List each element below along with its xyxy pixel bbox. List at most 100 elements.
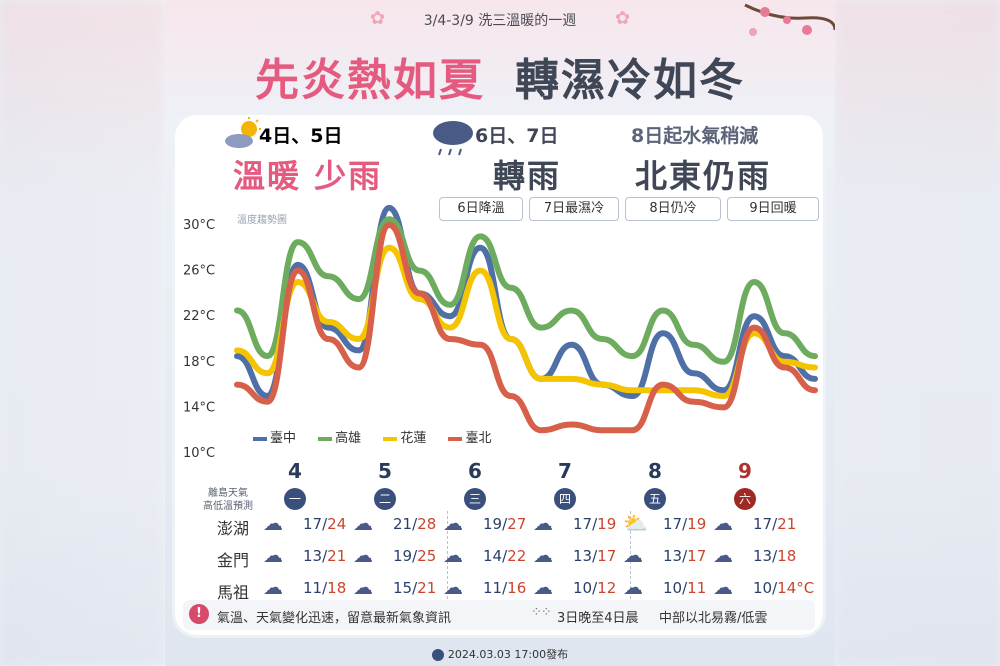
tag-2: 7日最濕冷 <box>529 197 619 221</box>
y-tick-label: 30°C <box>183 218 215 233</box>
temp-high: 21 <box>777 515 797 533</box>
day-number: 8 <box>648 459 662 483</box>
section-summary-3: 北東仍雨 <box>635 157 772 195</box>
temp-high: 17 <box>597 547 617 565</box>
warning-bar: ! 氣溫、天氣變化迅速，留意最新氣象資訊 ⁘⁘ 3日晚至4日晨 中部以北易霧/低… <box>183 600 815 630</box>
temp-low: 10 <box>573 579 593 597</box>
section-summary-2: 轉雨 <box>493 157 562 195</box>
temp-range: 15/21 <box>393 579 436 597</box>
temp-separator: / <box>412 547 418 565</box>
island-forecast-label: 離島天氣 高低溫預測 <box>203 487 253 513</box>
y-tick-label: 22°C <box>183 309 215 324</box>
cloud-icon: ☁ <box>443 575 463 599</box>
tag-3: 8日仍冷 <box>625 197 721 221</box>
headline: 先炎熱如夏 轉濕冷如冬 <box>165 44 835 108</box>
y-tick-label: 14°C <box>183 400 215 415</box>
subtitle: 3/4-3/9 洗三溫暖的一週 <box>423 13 577 29</box>
temp-low: 19 <box>393 547 413 565</box>
temp-separator: / <box>502 547 508 565</box>
cloud-icon: ☁ <box>533 511 553 535</box>
day-number: 5 <box>378 459 392 483</box>
temp-range: 17/24 <box>303 515 346 533</box>
temp-separator: / <box>322 547 328 565</box>
temp-low: 17 <box>303 515 323 533</box>
series-line-臺北 <box>234 221 818 434</box>
legend-item: 花蓮 <box>383 431 426 446</box>
cloud-icon: ☁ <box>713 575 733 599</box>
tag-4: 9日回暖 <box>727 197 819 221</box>
chart-legend: 臺中 高雄 花蓮 臺北 <box>253 427 509 446</box>
temp-range: 14/22 <box>483 547 526 565</box>
island-name: 馬祖 <box>217 583 250 602</box>
cloud-icon: ☁ <box>533 575 553 599</box>
fog-note: 中部以北易霧/低雲 <box>659 611 768 626</box>
temp-separator: / <box>772 547 778 565</box>
weekday-badge: 二 <box>374 488 396 510</box>
weekday-badge: 一 <box>284 488 306 510</box>
temp-separator: / <box>322 579 328 597</box>
temp-range: 13/21 <box>303 547 346 565</box>
island-label-line: 高低溫預測 <box>203 501 253 512</box>
temp-high: 27 <box>507 515 527 533</box>
day-number: 4 <box>288 459 302 483</box>
temp-low: 11 <box>483 579 503 597</box>
cloud-icon: ☁ <box>353 543 373 567</box>
cloud-icon: ☁ <box>443 511 463 535</box>
temp-low: 10 <box>663 579 683 597</box>
legend-label: 臺中 <box>270 431 297 446</box>
sun-cloud-icon: ⛅ <box>623 511 648 535</box>
day-number: 6 <box>468 459 482 483</box>
temp-separator: / <box>592 515 598 533</box>
cloud-icon: ☁ <box>263 575 283 599</box>
temp-separator: / <box>682 579 688 597</box>
temp-high: 14°C <box>777 579 815 597</box>
cloud-icon: ☁ <box>713 511 733 535</box>
cwa-logo-icon <box>431 649 444 661</box>
temp-range: 17/19 <box>663 515 706 533</box>
cloud-icon: ☁ <box>623 575 643 599</box>
temp-high: 16 <box>507 579 527 597</box>
cloud-icon: ☁ <box>533 543 553 567</box>
fog-time: 3日晚至4日晨 <box>557 611 639 626</box>
cloud-icon: ☁ <box>713 543 733 567</box>
legend-item: 臺中 <box>253 431 296 446</box>
temp-separator: / <box>502 515 508 533</box>
trend-label: 溫度趨勢圖 <box>237 215 287 226</box>
divider <box>447 511 448 599</box>
y-tick-label: 26°C <box>183 264 215 279</box>
temp-high: 19 <box>687 515 707 533</box>
temp-high: 18 <box>327 579 347 597</box>
temp-high: 24 <box>327 515 347 533</box>
temp-separator: / <box>682 515 688 533</box>
temp-range: 13/17 <box>663 547 706 565</box>
temp-range: 11/16 <box>483 579 526 597</box>
cloud-icon: ☁ <box>353 575 373 599</box>
temp-high: 22 <box>507 547 527 565</box>
blurred-right-edge <box>835 0 1000 666</box>
temperature-chart: 30°C 26°C 22°C 18°C 14°C 10°C <box>183 205 818 461</box>
blossom-icon: ✿ <box>370 8 386 29</box>
temp-range: 10/11 <box>663 579 706 597</box>
forecast-card: 4日、5日 溫暖 少雨 6日、7日 轉雨 8日起水氣稍減 北東仍雨 6日降溫 7… <box>175 115 823 635</box>
legend-swatch <box>383 436 398 441</box>
temp-high: 18 <box>777 547 797 565</box>
warning-text: 氣溫、天氣變化迅速，留意最新氣象資訊 <box>217 611 452 626</box>
legend-item: 臺北 <box>448 431 491 446</box>
y-tick-label: 18°C <box>183 355 215 370</box>
temp-low: 13 <box>303 547 323 565</box>
section-dates-2: 6日、7日 <box>475 125 559 147</box>
day-number: 7 <box>558 459 572 483</box>
headline-cold: 轉濕冷如冬 <box>515 55 745 106</box>
legend-swatch <box>448 436 463 441</box>
day-number: 9 <box>738 459 752 483</box>
temp-range: 13/17 <box>573 547 616 565</box>
temp-range: 19/27 <box>483 515 526 533</box>
publish-time: 2024.03.03 17:00發布 <box>447 648 569 661</box>
temp-high: 21 <box>417 579 437 597</box>
temp-separator: / <box>682 547 688 565</box>
temp-low: 21 <box>393 515 413 533</box>
temp-low: 17 <box>573 515 593 533</box>
temp-separator: / <box>592 579 598 597</box>
cloud-icon: ☁ <box>263 511 283 535</box>
temp-separator: / <box>502 579 508 597</box>
